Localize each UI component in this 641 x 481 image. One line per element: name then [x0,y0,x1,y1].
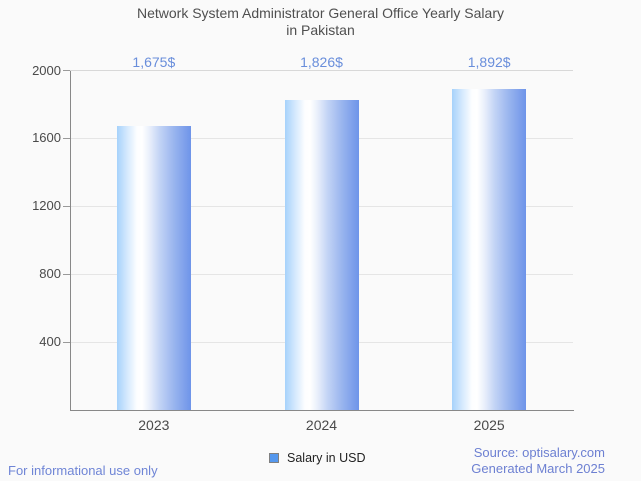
legend-swatch-icon [269,453,279,463]
generated-date: Generated March 2025 [471,461,605,476]
y-axis-tick [63,205,70,207]
source-link[interactable]: Source: optisalary.com [473,445,605,460]
chart-title-line1: Network System Administrator General Off… [136,5,504,21]
y-axis-tick [63,341,70,343]
bar-2024[interactable] [284,100,359,410]
y-axis-label: 1200 [32,198,61,214]
y-axis-label: 1600 [32,130,61,146]
y-axis-line [70,70,71,411]
legend-label: Salary in USD [287,451,366,465]
bar-2025[interactable] [452,88,527,410]
x-axis-label: 2025 [473,417,505,433]
legend: Salary in USD [269,451,366,465]
y-axis-tick [63,70,70,71]
bar-2023[interactable] [116,125,191,410]
x-axis-label: 2024 [305,417,338,433]
x-axis-label: 2023 [138,417,170,433]
bar-value-label: 1,826$ [300,54,343,70]
gridline [70,70,573,71]
chart-title-line2: in Pakistan [286,22,355,38]
disclaimer-text: For informational use only [8,463,158,478]
y-axis-label: 400 [39,334,61,350]
footer-source-block: Source: optisalary.com Generated March 2… [471,445,605,477]
bar-value-label: 1,675$ [132,54,176,70]
x-axis-line [70,410,574,411]
bar-value-label: 1,892$ [467,54,511,70]
y-axis-tick [63,137,70,139]
chart-title: Network System Administrator General Off… [0,5,641,39]
y-axis-label: 800 [39,266,61,282]
y-axis-label: 2000 [32,62,61,78]
y-axis-tick [63,273,70,275]
